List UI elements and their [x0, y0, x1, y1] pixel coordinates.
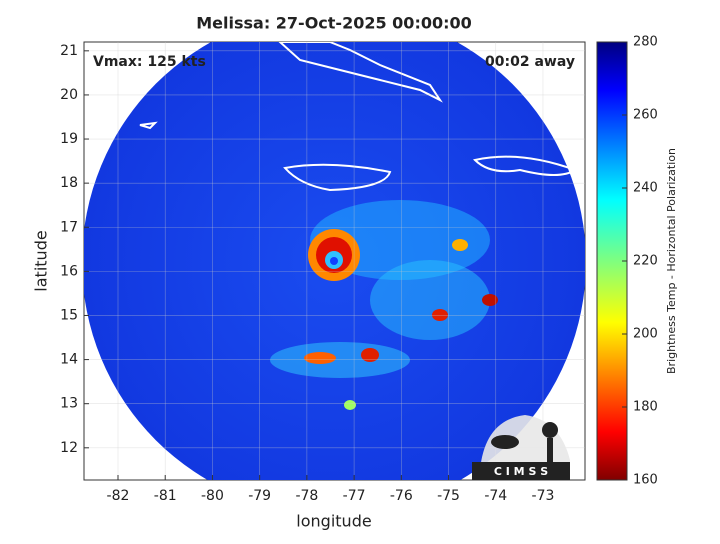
colorbar-tick-label: 220 — [633, 254, 658, 269]
colorbar-tick-label: 180 — [633, 400, 658, 415]
y-tick-label: 12 — [60, 440, 78, 456]
time-label: 00:02 away — [485, 54, 575, 70]
x-tick-label: -77 — [343, 488, 366, 504]
y-tick-label: 17 — [60, 219, 78, 235]
colorbar-tick-label: 160 — [633, 473, 658, 488]
colorbar-tick-label: 280 — [633, 35, 658, 50]
colorbar-label: Brightness Temp - Horizontal Polarizatio… — [665, 148, 678, 374]
x-tick-label: -82 — [107, 488, 130, 504]
y-tick-label: 20 — [60, 87, 78, 103]
logo-text: C I M S S — [494, 465, 548, 478]
title: Melissa: 27-Oct-2025 00:00:00 — [196, 14, 472, 33]
x-tick-label: -76 — [390, 488, 413, 504]
y-tick-label: 18 — [60, 175, 78, 191]
x-tick-label: -81 — [154, 488, 177, 504]
y-axis-label: latitude — [32, 230, 51, 291]
vmax-label: Vmax: 125 kts — [93, 54, 206, 70]
x-tick-label: -74 — [484, 488, 507, 504]
x-tick-label: -78 — [295, 488, 318, 504]
y-tick-label: 13 — [60, 396, 78, 412]
colorbar-ticks: 160 180 200 220 240 260 280 — [622, 35, 658, 488]
x-tick-label: -75 — [437, 488, 460, 504]
grid — [84, 42, 585, 480]
x-axis-label: longitude — [296, 512, 371, 531]
logo: C I M S S — [472, 415, 570, 480]
y-tick-label: 21 — [60, 43, 78, 59]
x-tick-label: -73 — [532, 488, 555, 504]
ticks: -82 -81 -80 -79 -78 -77 -76 -75 -74 -73 12 13 14 15 16… — [60, 43, 554, 504]
y-tick-label: 19 — [60, 131, 78, 147]
colorbar-tick-label: 260 — [633, 108, 658, 123]
colorbar-tick-label: 240 — [633, 181, 658, 196]
x-tick-label: -79 — [248, 488, 271, 504]
satellite-image — [84, 42, 585, 480]
y-tick-label: 16 — [60, 263, 78, 279]
x-tick-label: -80 — [201, 488, 224, 504]
y-tick-label: 15 — [60, 307, 78, 323]
y-tick-label: 14 — [60, 352, 78, 368]
colorbar-tick-label: 200 — [633, 327, 658, 342]
